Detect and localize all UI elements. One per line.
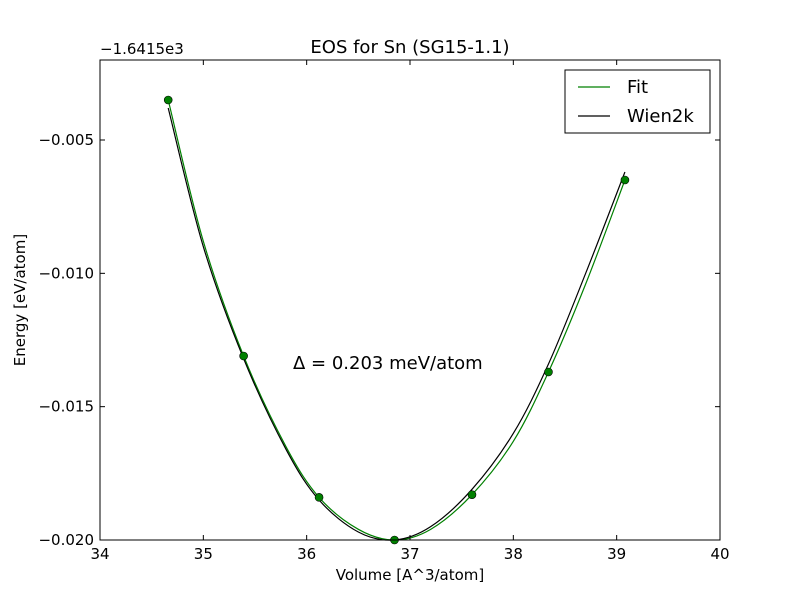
- x-tick-label: 39: [607, 545, 626, 563]
- y-tick-label: −0.015: [38, 398, 94, 416]
- x-tick-label: 40: [710, 545, 729, 563]
- x-tick-label: 34: [90, 545, 109, 563]
- legend-fit-label: Fit: [627, 77, 648, 98]
- data-point: [239, 351, 248, 361]
- y-axis: −0.020 −0.015 −0.010 −0.005: [38, 131, 720, 549]
- data-point: [467, 490, 477, 499]
- x-tick-label: 37: [400, 545, 419, 563]
- legend: Fit Wien2k: [564, 69, 711, 134]
- data-point: [544, 367, 553, 377]
- data-point: [314, 493, 324, 502]
- legend-box: [564, 69, 711, 134]
- x-tick-label: 35: [194, 545, 213, 563]
- data-point: [163, 95, 173, 105]
- delta-annotation: Δ = 0.203 meV/atom: [293, 353, 483, 374]
- y-axis-label: Energy [eV/atom]: [11, 234, 29, 366]
- legend-wien2k-label: Wien2k: [627, 106, 694, 127]
- y-tick-label: −0.005: [38, 131, 94, 149]
- x-axis-label: Volume [A^3/atom]: [336, 566, 485, 584]
- x-tick-label: 36: [297, 545, 316, 563]
- y-tick-label: −0.020: [38, 531, 94, 549]
- points-layer: [163, 95, 630, 545]
- y-tick-label: −0.010: [38, 264, 94, 282]
- y-offset-label: −1.6415e3: [100, 40, 184, 58]
- x-tick-label: 38: [504, 545, 523, 563]
- data-point: [620, 175, 630, 185]
- chart-title: EOS for Sn (SG15-1.1): [310, 37, 509, 58]
- x-axis: 34 35 36 37 38 39 40: [90, 60, 730, 563]
